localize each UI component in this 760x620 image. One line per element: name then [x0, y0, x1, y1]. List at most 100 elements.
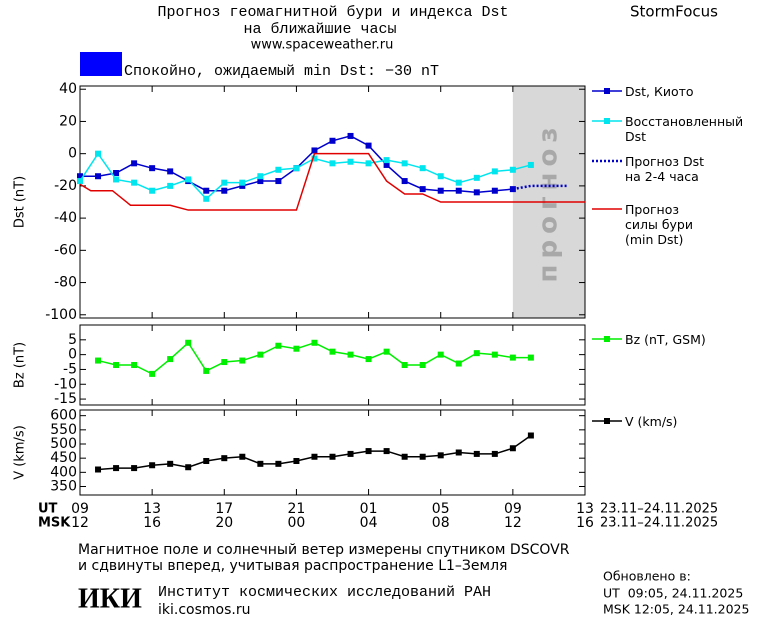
data-point: [167, 182, 174, 189]
series-line: [79, 152, 532, 200]
series-line: [97, 434, 532, 471]
data-point: [527, 354, 534, 361]
data-point: [293, 345, 300, 352]
data-point: [329, 137, 336, 144]
data-point: [329, 453, 336, 460]
data-point: [293, 458, 300, 464]
msk-label: MSK: [38, 516, 71, 531]
data-point: [113, 465, 120, 472]
data-point: [365, 160, 372, 167]
data-point: [149, 370, 156, 377]
x-tick-label: 09: [504, 501, 522, 517]
data-point: [185, 176, 192, 183]
legend-entry: Восстановленный Dst: [625, 114, 744, 144]
data-point: [275, 460, 282, 467]
legend-entry: Прогноз силы бури (min Dst): [625, 202, 693, 247]
y-axis-label: V (km/s): [13, 425, 28, 480]
data-point: [131, 160, 138, 167]
data-point: [203, 187, 210, 194]
data-point: [329, 348, 336, 355]
data-point: [437, 452, 444, 459]
data-point: [221, 455, 228, 462]
x-tick-label-msk: 20: [215, 515, 233, 531]
data-point: [401, 160, 408, 167]
legend-marker: [604, 336, 610, 342]
footer-note: и сдвинуты вперед, учитывая распростране…: [78, 558, 507, 574]
data-point: [419, 165, 426, 172]
y-tick-label: -5: [63, 361, 77, 377]
data-point: [95, 357, 102, 364]
data-point: [491, 168, 498, 175]
data-point: [167, 460, 174, 467]
data-point: [221, 179, 228, 186]
data-point: [185, 339, 192, 346]
data-point: [491, 450, 498, 457]
data-point: [311, 453, 318, 460]
y-tick-label: -20: [54, 178, 77, 194]
legend-entry: Bz (nT, GSM): [625, 332, 706, 347]
y-tick-label: -15: [54, 391, 77, 407]
plot-frame: [79, 324, 586, 406]
data-point: [275, 166, 282, 173]
data-point: [239, 179, 246, 186]
y-tick-label: 0: [68, 347, 77, 363]
data-point: [275, 178, 282, 185]
data-point: [437, 351, 444, 358]
legend-entry: Прогноз Dst на 2-4 часа: [625, 154, 705, 184]
data-point: [347, 132, 354, 139]
data-point: [167, 168, 174, 175]
series-line: [512, 184, 567, 191]
x-tick-label-msk: 12: [504, 515, 522, 531]
series-line: [80, 135, 513, 194]
data-point: [347, 158, 354, 165]
data-point: [455, 179, 462, 186]
data-point: [239, 182, 246, 189]
data-point: [527, 432, 534, 439]
data-point: [383, 157, 390, 164]
data-point: [239, 357, 246, 364]
data-point: [473, 174, 480, 181]
data-point: [257, 351, 264, 358]
data-point: [419, 362, 426, 368]
data-point: [509, 445, 516, 452]
data-point: [455, 187, 462, 194]
data-point: [149, 165, 156, 172]
x-tick-label-msk: 16: [143, 515, 161, 531]
data-point: [401, 178, 408, 185]
data-point: [203, 458, 210, 464]
y-tick-label: 40: [59, 81, 77, 97]
x-tick-label: 09: [71, 501, 89, 517]
x-tick-label-msk: 00: [288, 515, 306, 531]
y-tick-label: 400: [50, 464, 77, 480]
y-tick-label: -40: [54, 210, 77, 226]
y-axis-label: Dst (nT): [13, 176, 28, 228]
data-point: [275, 342, 282, 349]
y-axis-label: Bz (nT): [13, 342, 28, 388]
data-point: [257, 460, 264, 467]
data-point: [221, 187, 228, 194]
x-tick-label: 21: [288, 501, 306, 517]
data-point: [221, 359, 228, 366]
legend-marker: [604, 118, 610, 124]
data-point: [419, 186, 426, 193]
data-point: [473, 450, 480, 457]
footer-note: Магнитное поле и солнечный ветер измерен…: [78, 542, 570, 558]
data-point: [365, 356, 372, 363]
data-point: [77, 178, 83, 185]
data-point: [239, 453, 246, 460]
msk-date-range: 23.11–24.11.2025: [600, 516, 718, 531]
data-point: [365, 448, 372, 455]
data-point: [365, 142, 372, 149]
data-point: [257, 178, 264, 185]
updated-msk: MSK 12:05, 24.11.2025: [603, 602, 749, 617]
x-tick-label-msk: 16: [576, 515, 594, 531]
data-point: [311, 147, 318, 154]
data-point: [293, 165, 300, 172]
data-point: [437, 187, 444, 194]
data-point: [131, 362, 138, 368]
data-point: [113, 362, 120, 368]
status-text: Спокойно, ожидаемый min Dst: −30 nT: [124, 63, 439, 80]
y-tick-label: 350: [50, 479, 77, 495]
data-point: [185, 464, 192, 471]
